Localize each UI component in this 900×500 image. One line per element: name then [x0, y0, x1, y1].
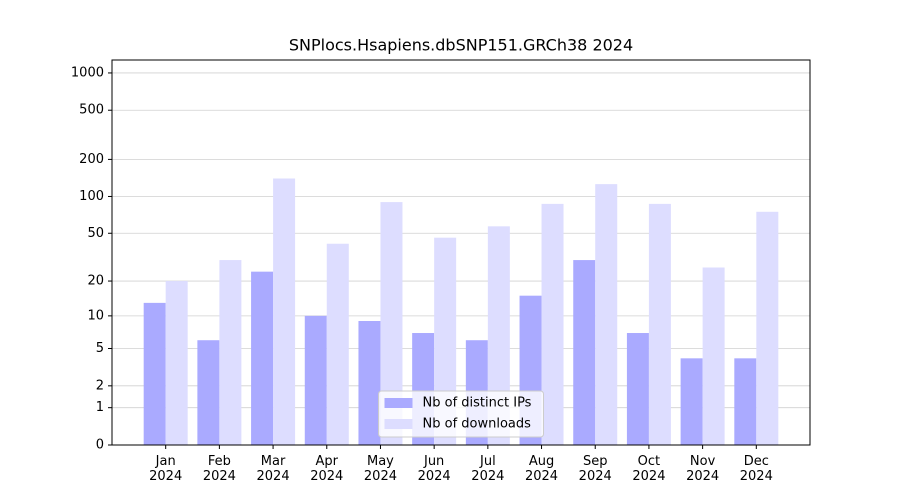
x-tick-label: Apr 2024 [310, 454, 344, 484]
chart-title: SNPlocs.Hsapiens.dbSNP151.GRCh38 2024 [289, 36, 633, 55]
y-tick-label: 2 [96, 378, 104, 393]
bar [326, 243, 349, 445]
legend-swatch [384, 398, 413, 408]
bar [648, 203, 671, 445]
x-tick-label: Dec 2024 [739, 454, 773, 484]
legend-swatch [384, 419, 413, 429]
x-tick-label: Feb 2024 [202, 454, 236, 484]
x-tick-label: Oct 2024 [632, 454, 666, 484]
bar [487, 226, 510, 445]
bar [626, 333, 649, 445]
legend-label: Nb of distinct IPs [423, 396, 532, 411]
bar [358, 320, 381, 445]
y-tick-label: 200 [79, 152, 104, 167]
y-tick-label: 500 [79, 103, 104, 118]
bar [165, 281, 188, 445]
x-tick-label: Nov 2024 [686, 454, 720, 484]
y-tick-label: 10 [87, 308, 104, 323]
bar [680, 358, 703, 445]
x-tick-label: Aug 2024 [524, 454, 559, 484]
y-tick-label: 0 [96, 438, 104, 453]
bar [143, 302, 166, 445]
x-tick-label: Jan 2024 [149, 454, 183, 484]
bar [573, 260, 596, 445]
bar [541, 203, 564, 445]
legend: Nb of distinct IPs Nb of downloads [378, 390, 544, 438]
bar [595, 184, 618, 445]
y-tick-label: 50 [87, 226, 104, 241]
x-tick-label: Sep 2024 [578, 454, 612, 484]
x-tick-label: Mar 2024 [256, 454, 290, 484]
y-tick-label: 1000 [71, 65, 104, 80]
legend-box [378, 390, 544, 438]
bar [734, 358, 757, 445]
bar [251, 271, 274, 445]
bar [756, 211, 779, 445]
y-tick-label: 1 [96, 400, 104, 415]
y-tick-label: 5 [96, 341, 104, 356]
y-tick-label: 20 [87, 274, 104, 289]
plot-frame [111, 59, 811, 446]
x-tick-label: Jun 2024 [417, 454, 451, 484]
x-tick-label: May 2024 [363, 454, 397, 484]
legend-label: Nb of downloads [423, 417, 532, 432]
bar [702, 267, 725, 445]
bar [273, 178, 296, 445]
bar [197, 340, 220, 445]
bar [380, 202, 403, 445]
bar [219, 260, 242, 445]
y-tick-label: 100 [79, 189, 104, 204]
x-tick-label: Jul 2024 [471, 454, 505, 484]
bar [304, 315, 327, 445]
